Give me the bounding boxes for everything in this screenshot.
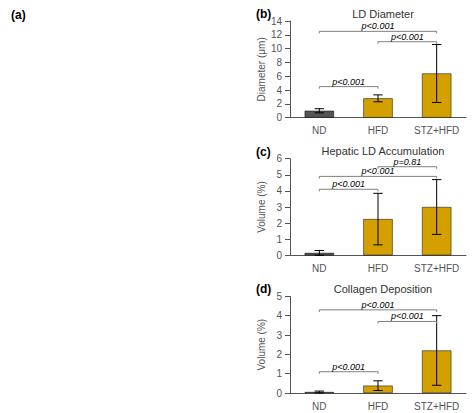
svg-text:HFD: HFD — [368, 125, 389, 136]
svg-text:ND: ND — [312, 125, 326, 136]
svg-text:p<0.001: p<0.001 — [361, 21, 395, 31]
svg-text:4: 4 — [276, 310, 282, 321]
svg-text:STZ+HFD: STZ+HFD — [414, 401, 459, 412]
svg-text:Hepatic LD Accumulation: Hepatic LD Accumulation — [322, 145, 445, 157]
svg-text:LD Diameter: LD Diameter — [352, 8, 414, 20]
svg-text:STZ+HFD: STZ+HFD — [414, 263, 459, 274]
svg-text:HFD: HFD — [368, 263, 389, 274]
svg-text:Volume (%): Volume (%) — [256, 181, 267, 233]
svg-text:p<0.001: p<0.001 — [331, 362, 365, 372]
svg-text:(c): (c) — [256, 145, 271, 159]
svg-text:6: 6 — [276, 153, 282, 164]
svg-text:10: 10 — [271, 43, 283, 54]
svg-text:12: 12 — [271, 29, 283, 40]
svg-text:14: 14 — [271, 16, 283, 27]
svg-text:p<0.001: p<0.001 — [331, 77, 365, 87]
svg-text:5: 5 — [276, 169, 282, 180]
svg-text:1: 1 — [276, 368, 282, 379]
svg-text:p=0.81: p=0.81 — [392, 157, 421, 167]
svg-text:4: 4 — [276, 85, 282, 96]
svg-text:4: 4 — [276, 185, 282, 196]
svg-text:(b): (b) — [256, 7, 271, 21]
svg-text:3: 3 — [276, 202, 282, 213]
svg-text:3: 3 — [276, 330, 282, 341]
svg-text:5: 5 — [276, 291, 282, 302]
svg-text:(d): (d) — [256, 282, 271, 296]
svg-text:Volume (%): Volume (%) — [256, 319, 267, 371]
svg-text:STZ+HFD: STZ+HFD — [414, 125, 459, 136]
svg-text:8: 8 — [276, 57, 282, 68]
svg-text:2: 2 — [276, 349, 282, 360]
svg-text:p<0.001: p<0.001 — [361, 166, 395, 177]
svg-text:p<0.001: p<0.001 — [390, 311, 424, 321]
svg-text:Diameter (μm): Diameter (μm) — [256, 37, 267, 101]
svg-text:HFD: HFD — [368, 401, 389, 412]
svg-text:p<0.001: p<0.001 — [331, 179, 365, 189]
svg-text:p<0.001: p<0.001 — [361, 300, 395, 310]
svg-text:Collagen Deposition: Collagen Deposition — [334, 283, 432, 295]
svg-text:ND: ND — [312, 401, 326, 412]
svg-text:2: 2 — [276, 98, 282, 109]
svg-text:(a): (a) — [11, 8, 26, 22]
svg-text:1: 1 — [276, 234, 282, 245]
svg-text:6: 6 — [276, 71, 282, 82]
svg-text:p<0.001: p<0.001 — [390, 32, 424, 42]
svg-text:0: 0 — [276, 388, 282, 399]
svg-text:0: 0 — [276, 112, 282, 123]
svg-text:ND: ND — [312, 263, 326, 274]
svg-text:0: 0 — [276, 250, 282, 261]
svg-text:2: 2 — [276, 218, 282, 229]
